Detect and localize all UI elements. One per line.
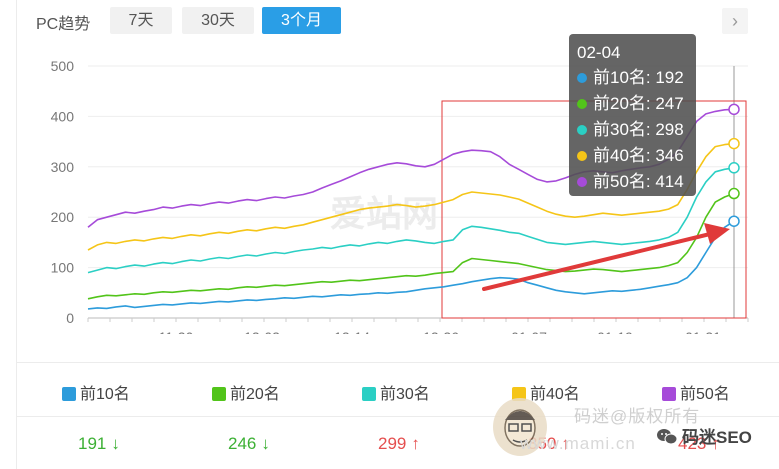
tab-30-days[interactable]: 30天	[182, 7, 254, 34]
arrow-down-icon: ↓	[111, 434, 120, 453]
legend-item-top40[interactable]: 前40名	[512, 380, 580, 404]
y-tick-label: 400	[51, 108, 75, 124]
arrow-up-icon: ↑	[561, 434, 570, 453]
series-dot-icon	[577, 99, 587, 109]
series-line-3	[87, 167, 735, 274]
wechat-icon	[657, 429, 678, 445]
chart-tooltip: 02-04 前10名: 192 前20名: 247 前30名: 298 前40名…	[569, 34, 696, 196]
legend-item-top50[interactable]: 前50名	[662, 380, 730, 404]
chevron-right-icon: ›	[732, 11, 738, 31]
x-tick-label: 12-26	[423, 329, 459, 334]
series-dot-icon	[577, 73, 587, 83]
stat-top20: 246 ↓	[228, 434, 270, 453]
tooltip-row-top50: 前50名: 414	[577, 169, 696, 195]
stat-top30: 299 ↑	[378, 434, 420, 453]
x-tick-label: 01-07	[511, 329, 547, 334]
tooltip-row-top20: 前20名: 247	[577, 91, 696, 117]
stat-top10: 191 ↓	[78, 434, 120, 453]
tooltip-row-top30: 前30名: 298	[577, 117, 696, 143]
series-line-4	[87, 142, 735, 251]
arrow-up-icon: ↑	[711, 434, 720, 453]
legend-item-top20[interactable]: 前20名	[212, 380, 280, 404]
watermark-copyright: 码迷@版权所有	[574, 407, 701, 426]
tab-3-months[interactable]: 3个月	[262, 7, 341, 34]
x-tick-label: 01-31	[685, 329, 721, 334]
y-tick-label: 0	[66, 310, 74, 326]
series-dot-icon	[577, 151, 587, 161]
series-end-point-2	[728, 187, 740, 200]
x-tick-label: 01-19	[597, 329, 633, 334]
x-tick-label: 12-14	[334, 329, 370, 334]
legend-swatch-icon	[362, 387, 376, 401]
arrow-down-icon: ↓	[261, 434, 270, 453]
y-tick-label: 500	[51, 58, 75, 74]
trend-line-chart: 爱站网 0 100 200 300 400 500 11-20 12-02 12-14 12-26 0…	[51, 58, 749, 334]
series-end-point-5	[728, 103, 740, 116]
annotation-arrow-head	[704, 223, 730, 244]
watermark-url: www.mami.cn	[520, 434, 636, 453]
next-page-button[interactable]: ›	[722, 8, 748, 34]
series-dot-icon	[577, 177, 587, 187]
stat-top50: 423 ↑	[678, 434, 720, 453]
series-end-point-3	[728, 162, 740, 174]
stats-top-divider	[17, 416, 779, 417]
tooltip-row-top10: 前10名: 192	[577, 65, 696, 91]
legend-swatch-icon	[62, 387, 76, 401]
x-tick-label: 12-02	[244, 329, 280, 334]
trend-header: PC趋势 7天 30天 3个月 ›	[0, 0, 779, 44]
page-left-border	[16, 0, 17, 469]
chart-watermark: 爱站网	[330, 194, 438, 235]
tooltip-date: 02-04	[577, 43, 621, 62]
series-line-1	[87, 220, 735, 310]
legend-swatch-icon	[512, 387, 526, 401]
series-end-point-1	[728, 215, 740, 227]
series-end-point-4	[728, 137, 740, 150]
legend-swatch-icon	[212, 387, 226, 401]
y-tick-label: 200	[51, 209, 75, 225]
tooltip-row-top40: 前40名: 346	[577, 143, 696, 169]
annotation-arrow-shaft	[482, 232, 712, 291]
watermark-avatar	[493, 398, 547, 456]
tab-7-days[interactable]: 7天	[110, 7, 172, 34]
arrow-up-icon: ↑	[411, 434, 420, 453]
legend-item-top30[interactable]: 前30名	[362, 380, 430, 404]
legend-swatch-icon	[662, 387, 676, 401]
legend-item-top10[interactable]: 前10名	[62, 380, 130, 404]
brand-label: 码迷SEO	[656, 423, 752, 448]
y-tick-label: 100	[51, 260, 75, 276]
y-tick-label: 300	[51, 159, 75, 175]
legend-top-divider	[17, 362, 779, 363]
series-line-2	[87, 192, 735, 300]
x-tick-label: 11-20	[159, 329, 194, 334]
trend-label: PC趋势	[36, 16, 91, 33]
series-dot-icon	[577, 125, 587, 135]
